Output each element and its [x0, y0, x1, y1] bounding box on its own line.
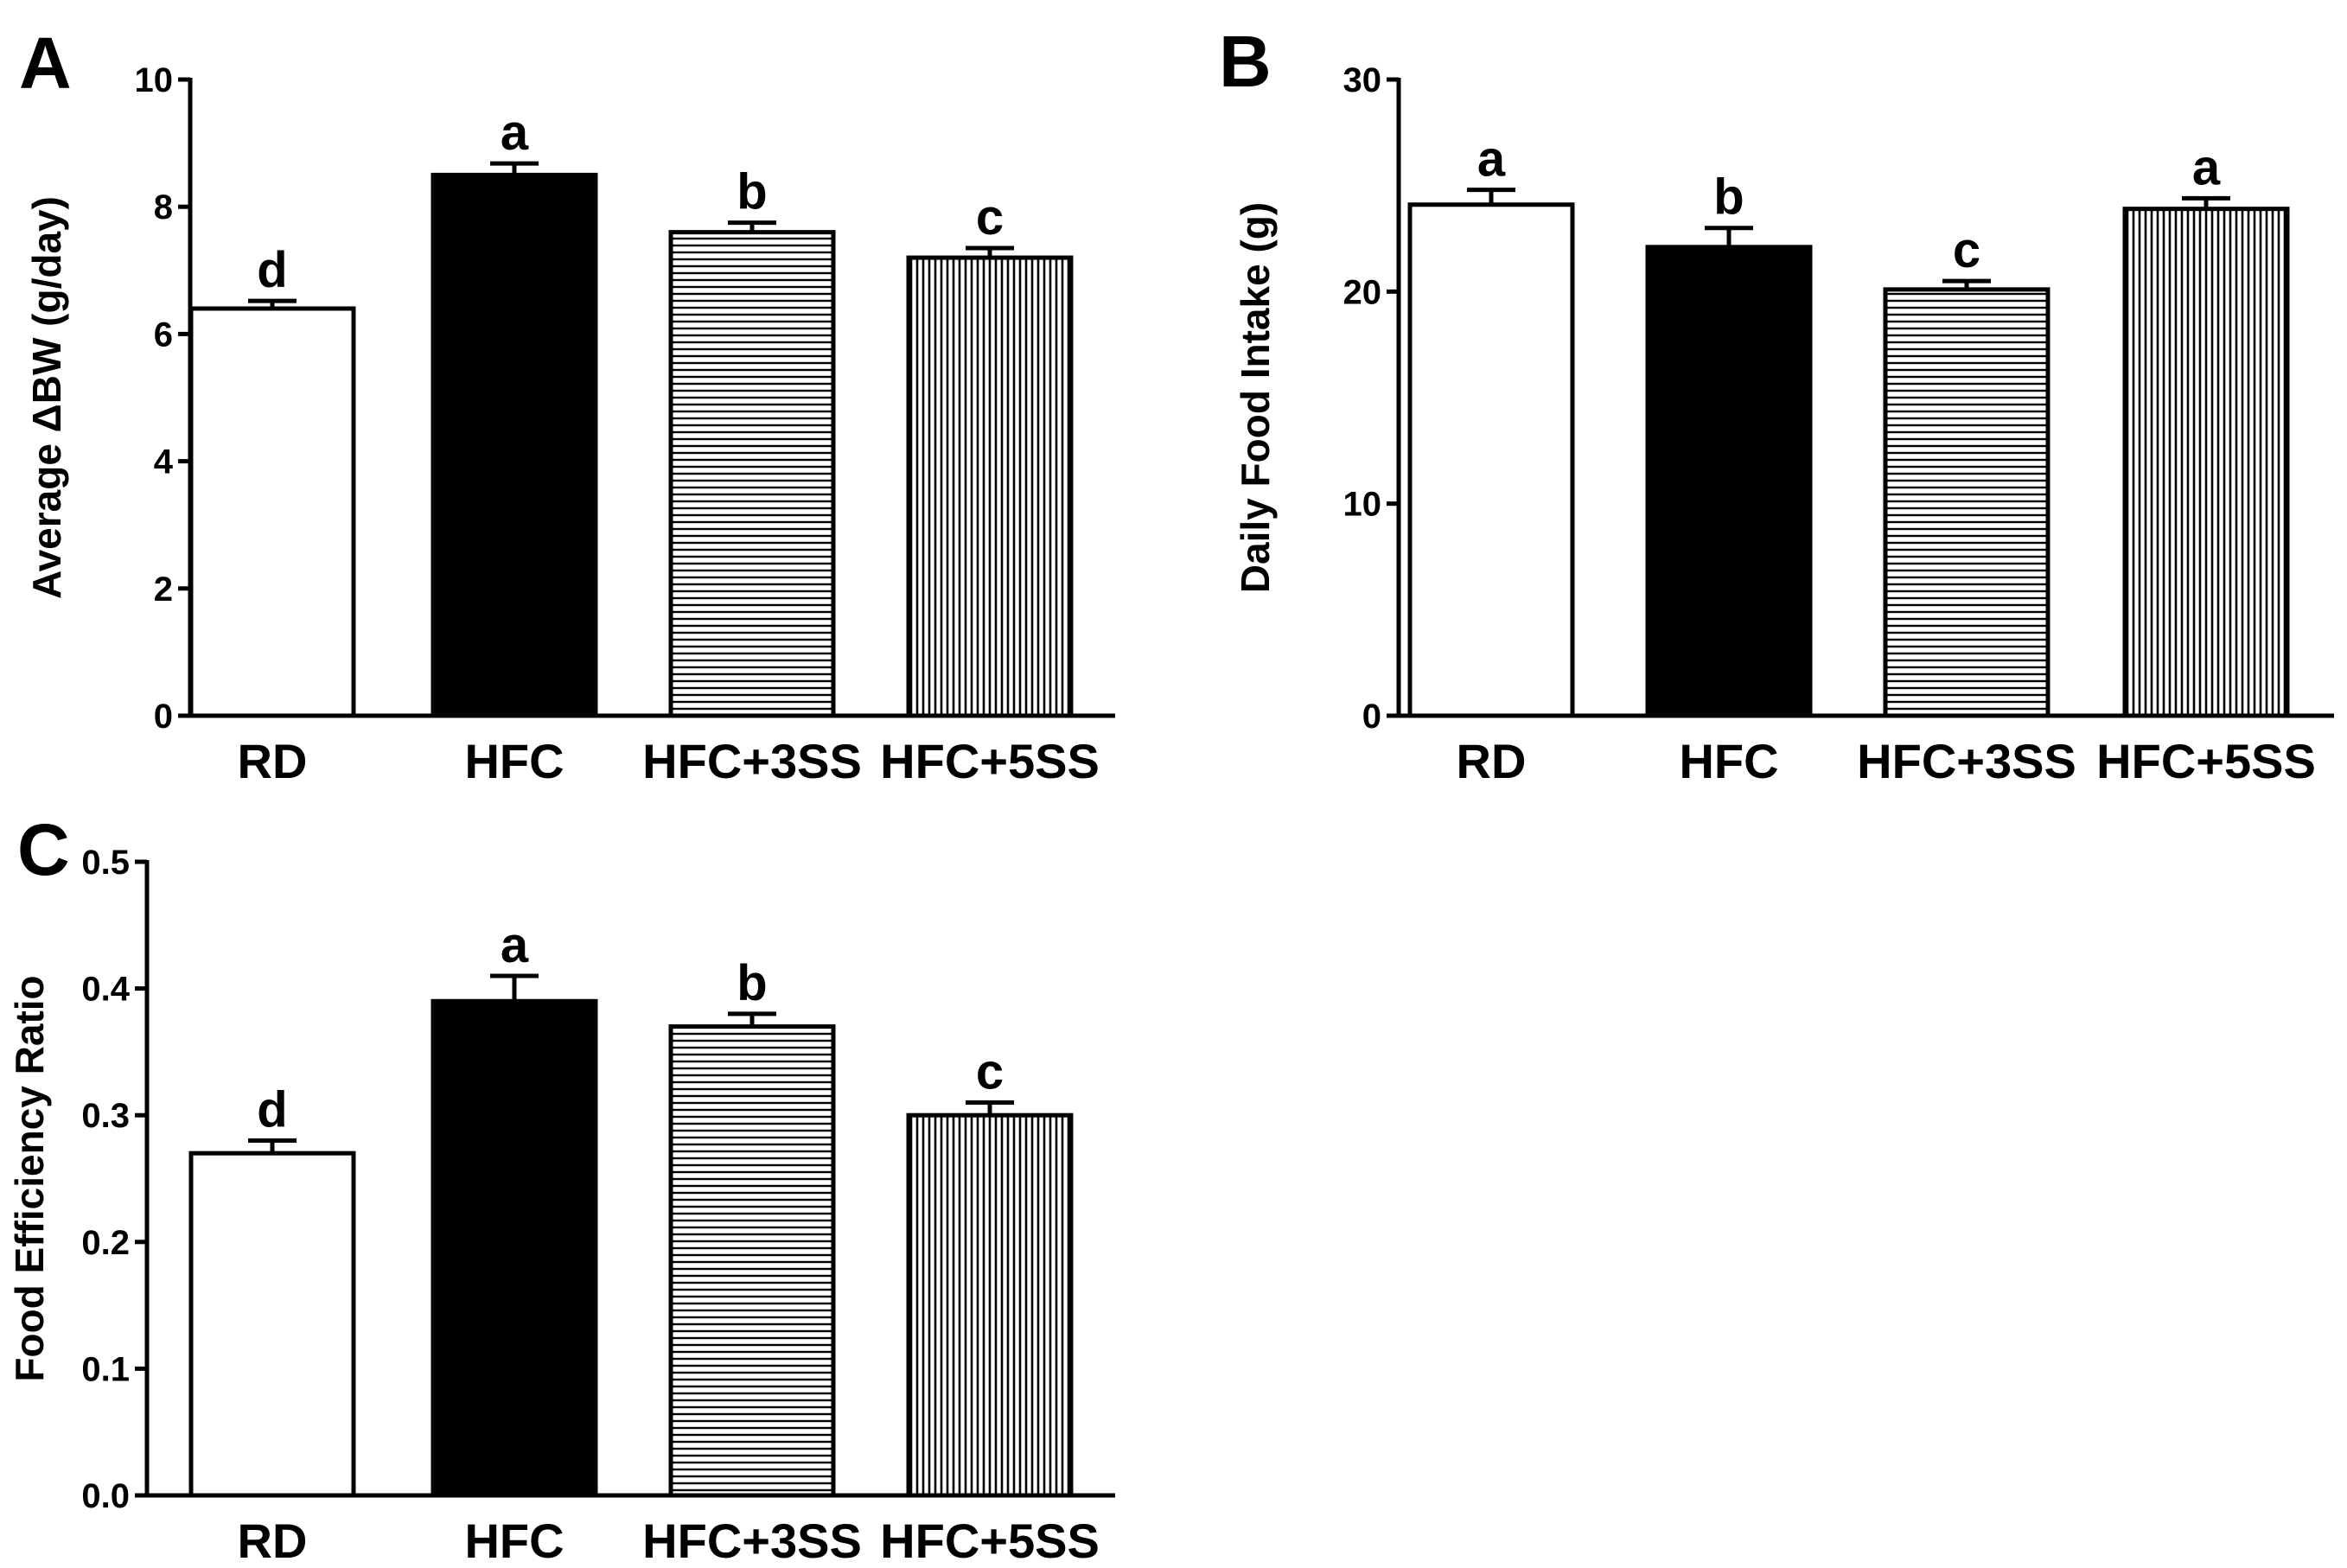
panel-letter: B	[1219, 21, 1272, 102]
chart-panel-b: Ba RD b HFC c HFC+3SS a HFC+5SS 0 10 20 30 Daily Foo…	[1219, 21, 2334, 788]
y-tick-label: 0.2	[81, 1224, 130, 1262]
y-axis-title: Food Efficiency Ratio	[7, 975, 52, 1381]
category-label: RD	[238, 1514, 308, 1568]
y-tick-label: 0	[154, 698, 173, 736]
bar-hfc-plus-3ss	[668, 1024, 836, 1498]
category-label: HFC+5SS	[2096, 734, 2316, 788]
significance-label: b	[1713, 169, 1744, 226]
y-tick-label: 30	[1343, 61, 1382, 99]
significance-label: b	[737, 164, 767, 220]
y-tick-label: 10	[1343, 486, 1382, 524]
category-label: HFC	[1679, 734, 1778, 788]
bar-hfc	[430, 172, 598, 718]
bar-rd	[188, 306, 356, 718]
y-tick-label: 20	[1343, 273, 1382, 311]
y-tick-label: 2	[154, 570, 173, 609]
y-tick-label: 0.0	[81, 1477, 130, 1515]
bar-hfc-plus-5ss	[906, 255, 1074, 718]
bar-hfc-plus-3ss	[1883, 287, 2050, 718]
bar-hfc	[430, 998, 598, 1498]
y-tick-label: 6	[154, 316, 173, 354]
significance-label: d	[257, 242, 287, 298]
category-label: HFC+5SS	[880, 1514, 1100, 1568]
bar-rd	[188, 1151, 356, 1498]
chart-panel-a: Ad RD a HFC b HFC+3SS c HFC+5SS 0 2 4 6 8 10 Average Δ…	[19, 22, 1115, 788]
y-tick-label: 10	[135, 61, 174, 99]
category-label: HFC	[464, 1514, 564, 1568]
y-tick-label: 0	[1362, 698, 1381, 736]
y-axis-title: Daily Food Intake (g)	[1233, 202, 1278, 593]
panel-letter: A	[19, 22, 72, 104]
significance-label: c	[1953, 222, 1980, 278]
panel-letter: C	[17, 809, 70, 890]
y-tick-label: 0.1	[81, 1350, 130, 1388]
y-tick-label: 0.3	[81, 1097, 130, 1135]
significance-label: a	[501, 917, 529, 973]
significance-label: a	[501, 105, 529, 161]
y-tick-label: 0.4	[81, 971, 130, 1009]
category-label: HFC+5SS	[880, 734, 1100, 788]
y-tick-label: 4	[154, 443, 174, 481]
bar-rd	[1407, 202, 1575, 718]
y-axis-title: Average ΔBW (g/day)	[24, 196, 69, 599]
chart-panel-c: Cd RD a HFC b HFC+3SS c HFC+5SS 0.0 0.1 0.2 0.3 0.4 0…	[7, 809, 1115, 1568]
bar-hfc-plus-5ss	[906, 1112, 1074, 1498]
significance-label: c	[976, 1044, 1004, 1100]
significance-label: b	[737, 955, 767, 1011]
bar-hfc	[1645, 245, 1813, 718]
significance-label: a	[1477, 131, 1506, 188]
significance-label: c	[976, 189, 1004, 245]
category-label: RD	[238, 734, 308, 788]
y-tick-label: 8	[154, 188, 173, 226]
category-label: HFC+3SS	[1857, 734, 2076, 788]
category-label: HFC+3SS	[642, 734, 862, 788]
bar-hfc-plus-5ss	[2122, 207, 2290, 718]
bar-hfc-plus-3ss	[668, 230, 836, 718]
category-label: RD	[1457, 734, 1527, 788]
significance-label: d	[257, 1082, 287, 1138]
category-label: HFC+3SS	[642, 1514, 862, 1568]
significance-label: a	[2192, 139, 2221, 195]
y-tick-label: 0.5	[81, 844, 130, 882]
category-label: HFC	[464, 734, 564, 788]
